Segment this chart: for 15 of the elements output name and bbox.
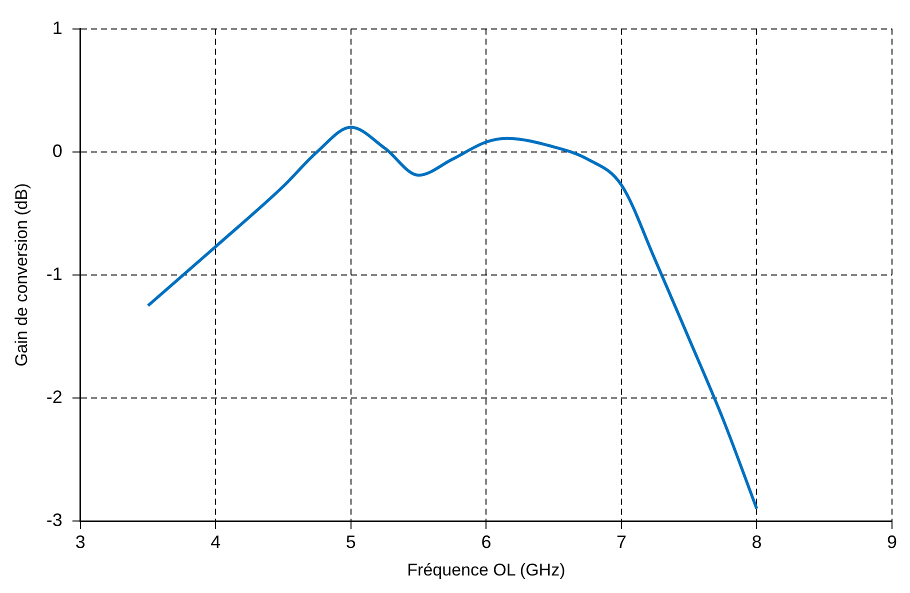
x-axis-title: Fréquence OL (GHz)	[407, 560, 566, 580]
y-tick-label: 0	[52, 140, 62, 161]
y-axis-title: Gain de conversion (dB)	[12, 183, 31, 367]
line-series	[146, 126, 758, 510]
y-tick-label: 1	[52, 18, 62, 38]
x-tick-label: 3	[75, 532, 86, 552]
x-tick-label: 8	[752, 532, 762, 552]
x-tick-label: 4	[210, 532, 221, 552]
y-tick-label: -1	[46, 264, 62, 284]
y-tick-label: -3	[46, 510, 62, 530]
x-tick-label: 7	[616, 532, 626, 552]
x-tick-label: 5	[346, 532, 356, 552]
x-tick-label: 9	[886, 532, 898, 552]
x-tick-label: 6	[481, 532, 492, 552]
y-tick-label: -2	[46, 386, 62, 407]
